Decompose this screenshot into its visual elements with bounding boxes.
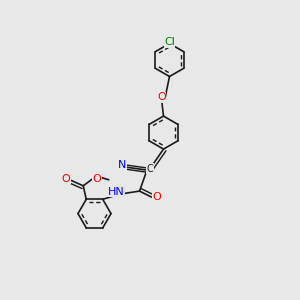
Text: O: O bbox=[152, 192, 161, 202]
Text: O: O bbox=[62, 174, 70, 184]
Text: O: O bbox=[92, 174, 101, 184]
Text: C: C bbox=[147, 164, 153, 174]
Text: HN: HN bbox=[108, 187, 125, 197]
Text: O: O bbox=[157, 92, 166, 103]
Text: N: N bbox=[118, 160, 126, 170]
Text: Cl: Cl bbox=[164, 37, 175, 47]
